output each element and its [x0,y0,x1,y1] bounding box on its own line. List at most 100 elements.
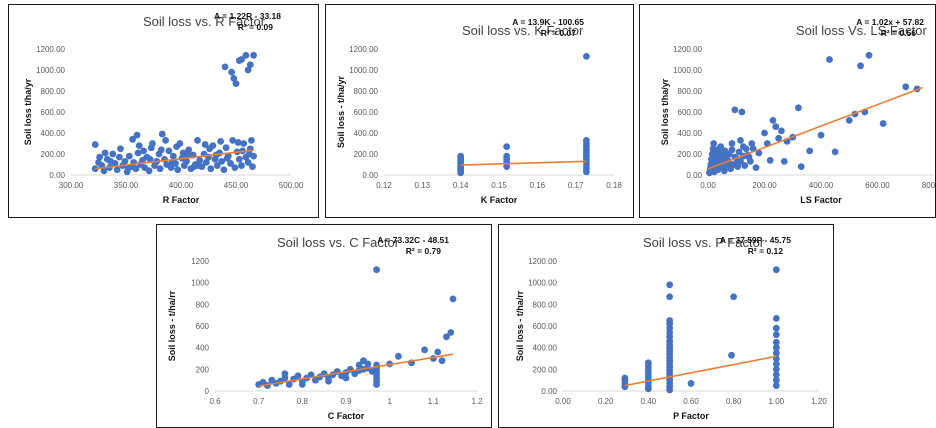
data-point [213,162,221,169]
x-tick-label: 400.00 [809,181,834,190]
data-point [503,143,511,151]
data-point [780,157,788,165]
data-point [229,136,237,144]
r-squared-label: R² = 0.12 [748,246,783,256]
data-point [145,167,153,175]
data-point [666,317,674,324]
data-point [222,144,230,152]
chart-panel-c-factor: Soil loss vs. C Factor A = 73.32C - 48.51… [156,224,492,428]
data-point [457,152,465,160]
x-tick-label: 0.12 [376,181,392,190]
trendline-equation: A = 37.59P - 45.75 [720,235,791,245]
data-point [113,166,121,174]
data-point [728,146,736,154]
data-point [443,333,450,341]
data-point [737,136,744,144]
data-point [250,51,257,59]
data-point [742,145,750,153]
r-squared-label: R² = 0.79 [406,246,441,256]
data-point [817,131,825,139]
y-tick-label: 200.00 [41,150,66,159]
data-point [194,136,201,144]
chart-title: Soil loss Vs. LS Factor [796,23,927,38]
data-point [806,147,814,155]
data-point [220,166,228,174]
y-tick-label: 800 [196,300,210,309]
trendline [258,353,454,387]
x-tick-label: 800.00 [922,181,936,190]
data-point [745,153,753,161]
data-point [125,152,133,160]
y-tick-label: 1000.00 [349,66,378,75]
trendline-equation: A = 1.22R - 33.18 [214,11,281,21]
data-point [217,138,225,145]
data-point [91,165,99,173]
data-point [795,104,802,112]
data-point [772,324,780,332]
data-point [240,140,248,147]
data-point [772,376,780,384]
data-point [711,151,719,159]
data-point [503,152,511,160]
x-tick-label: 300.00 [59,181,84,190]
y-tick-label: 200.00 [354,150,379,159]
y-tick-label: 400.00 [533,344,558,353]
data-point [169,152,177,160]
y-tick-label: 600.00 [533,322,558,331]
data-point [644,359,652,367]
y-tick-label: 800.00 [41,87,66,96]
x-tick-label: 0.16 [530,181,546,190]
data-point [281,370,289,378]
y-tick-label: 1000.00 [528,279,557,288]
data-point [735,148,743,156]
x-tick-label: 0.6 [209,397,221,406]
data-point [294,372,302,380]
data-point [135,142,143,150]
scatter-points [621,266,780,394]
data-point [666,281,674,289]
data-point [708,159,716,166]
data-point [185,146,193,154]
y-tick-label: 1200.00 [673,45,702,54]
data-point [195,162,203,169]
data-point [235,155,243,163]
data-point [242,51,250,59]
data-point [149,140,156,147]
data-point [772,338,780,346]
trendline-equation: A = 73.32C - 48.51 [377,235,449,245]
y-tick-label: 200.00 [533,365,558,374]
data-point [207,165,215,173]
data-point [162,136,170,144]
data-point [355,361,363,369]
data-point [449,295,457,303]
r-squared-label: R² = 0.09 [238,22,273,32]
x-tick-label: 0.17 [568,181,584,190]
data-point [738,108,746,116]
chart-panel-ls-factor: Soil loss Vs. LS Factor A = 1.02x + 57.82… [639,4,936,218]
data-point [720,165,727,173]
data-point [101,149,109,157]
data-point [741,162,749,169]
data-point [845,117,853,124]
data-point [231,164,239,172]
x-axis-title: LS Factor [800,195,842,205]
chart-panel-r-factor: Soil loss vs. R Factor A = 1.22R - 33.18 R… [8,4,319,218]
y-tick-label: 400.00 [41,129,66,138]
data-point [158,130,166,138]
y-axis-title: Soil loss t/ha/yr [23,78,33,145]
scatter-points [706,51,921,177]
x-axis-title: P Factor [673,411,709,421]
y-tick-label: 600.00 [354,108,379,117]
x-tick-label: 1.2 [471,397,483,406]
x-tick-label: 500.00 [279,181,304,190]
x-tick-label: 1.20 [811,397,827,406]
x-tick-label: 0.60 [683,397,699,406]
data-point [132,165,140,173]
x-tick-label: 0.7 [253,397,265,406]
x-tick-label: 0.18 [606,181,622,190]
data-point [184,151,192,159]
data-point [140,147,148,155]
data-point [167,164,175,172]
